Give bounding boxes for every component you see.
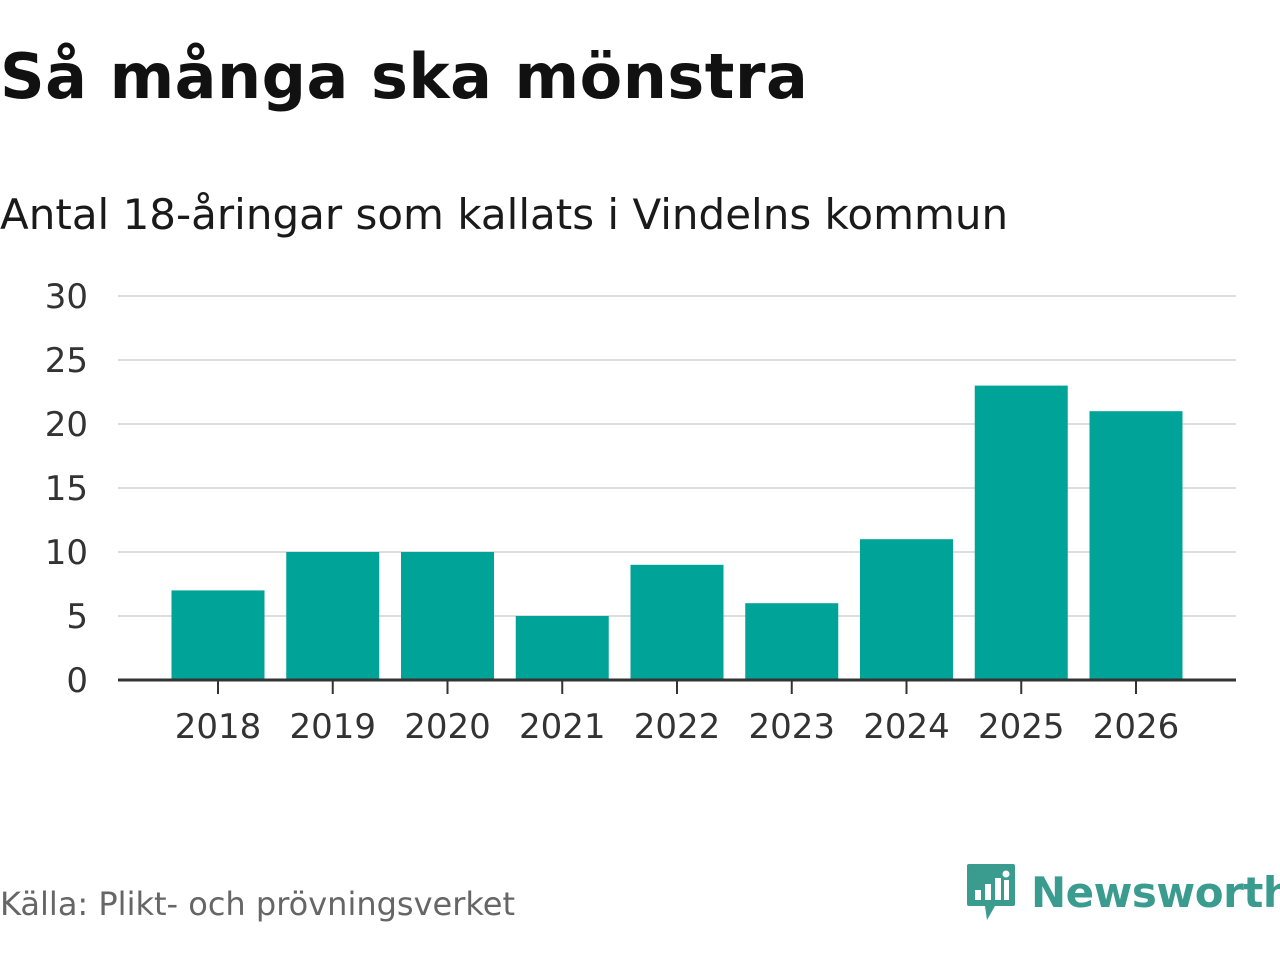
x-tick-label: 2021 bbox=[519, 707, 606, 747]
x-tick-label: 2022 bbox=[634, 707, 721, 747]
bar-2020 bbox=[401, 552, 494, 680]
bar-2025 bbox=[974, 385, 1068, 680]
x-tick-label: 2025 bbox=[978, 707, 1065, 747]
x-tick-label: 2020 bbox=[404, 707, 491, 747]
y-tick-label: 5 bbox=[66, 597, 88, 637]
y-axis-labels: 0 5 10 15 20 25 30 bbox=[45, 277, 88, 701]
brand-name: Newsworthy bbox=[1031, 867, 1280, 917]
y-tick-label: 10 bbox=[45, 533, 88, 573]
bar-2023 bbox=[745, 603, 839, 680]
x-tick-label: 2019 bbox=[289, 707, 376, 747]
bar-2018 bbox=[171, 590, 265, 680]
x-axis: 2018 2019 2020 2021 2022 2023 2024 2025 2026 bbox=[118, 678, 1236, 747]
x-tick-label: 2026 bbox=[1093, 707, 1180, 747]
y-tick-label: 30 bbox=[45, 277, 88, 317]
chart-subtitle: Antal 18-åringar som kallats i Vindelns … bbox=[0, 190, 1009, 239]
y-tick-label: 20 bbox=[45, 405, 88, 445]
x-tick-label: 2018 bbox=[175, 707, 262, 747]
x-tick-label: 2024 bbox=[863, 707, 950, 747]
bar-2022 bbox=[630, 564, 724, 680]
y-tick-label: 15 bbox=[45, 469, 88, 509]
bar-2021 bbox=[515, 616, 609, 680]
y-tick-label: 0 bbox=[66, 661, 88, 701]
bar-2019 bbox=[286, 552, 380, 680]
bar-2026 bbox=[1089, 411, 1183, 680]
chart-title: Så många ska mönstra bbox=[0, 40, 809, 113]
bars bbox=[171, 385, 1183, 680]
bar-chart-speech-bubble-icon bbox=[967, 864, 1015, 920]
brand-logo: Newsworthy bbox=[965, 862, 1280, 922]
y-tick-label: 25 bbox=[45, 341, 88, 381]
source-note: Källa: Plikt- och prövningsverket bbox=[0, 885, 515, 923]
x-tick-label: 2023 bbox=[748, 707, 835, 747]
bar-2024 bbox=[860, 539, 953, 680]
